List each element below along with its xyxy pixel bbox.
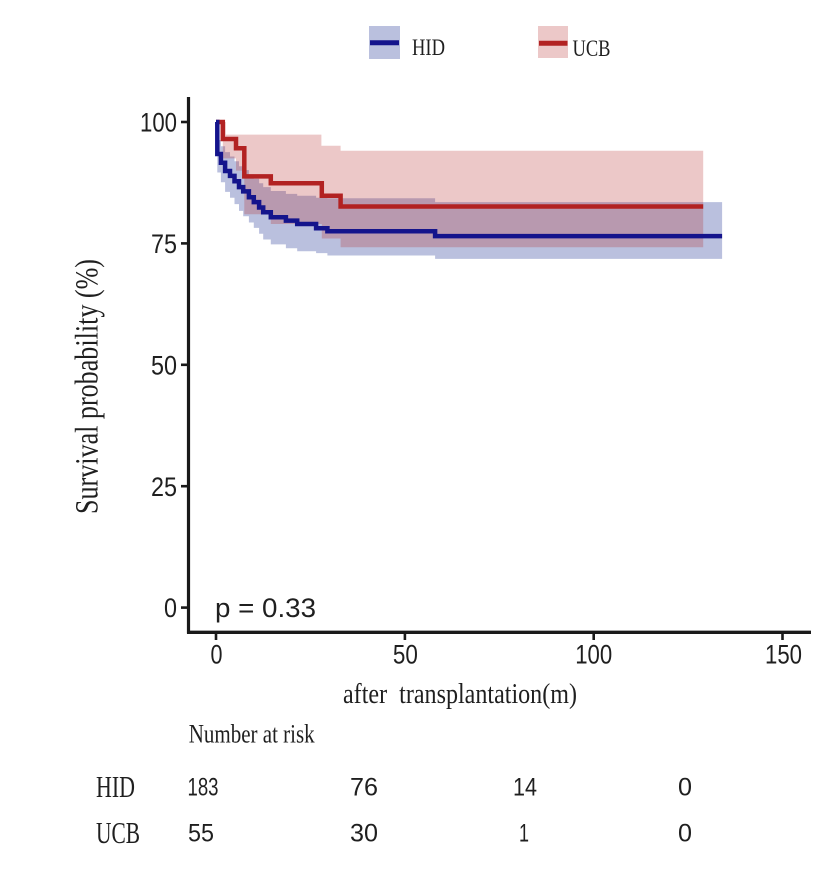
svg-text:after transplantation(m): after transplantation(m)	[343, 678, 577, 710]
svg-text:55: 55	[188, 820, 214, 848]
svg-text:14: 14	[513, 774, 537, 802]
svg-text:UCB: UCB	[573, 36, 611, 61]
svg-text:HID: HID	[412, 35, 445, 60]
svg-text:0: 0	[678, 820, 692, 848]
svg-text:183: 183	[188, 774, 219, 802]
svg-text:1: 1	[519, 820, 529, 848]
svg-text:50: 50	[151, 350, 177, 380]
svg-text:HID: HID	[96, 769, 135, 804]
svg-text:100: 100	[575, 640, 612, 670]
svg-text:76: 76	[350, 774, 378, 802]
svg-text:Number at risk: Number at risk	[189, 719, 315, 748]
svg-text:0: 0	[678, 774, 692, 802]
svg-text:0: 0	[211, 640, 223, 670]
svg-text:p = 0.33: p = 0.33	[215, 593, 316, 623]
svg-text:0: 0	[164, 593, 177, 623]
svg-text:150: 150	[765, 640, 802, 670]
svg-text:Survival probability (%): Survival probability (%)	[70, 259, 106, 514]
svg-text:50: 50	[393, 640, 418, 670]
svg-text:30: 30	[350, 820, 378, 848]
svg-text:UCB: UCB	[96, 815, 140, 850]
svg-text:100: 100	[140, 108, 177, 138]
svg-text:25: 25	[151, 472, 177, 502]
svg-text:75: 75	[151, 229, 177, 259]
